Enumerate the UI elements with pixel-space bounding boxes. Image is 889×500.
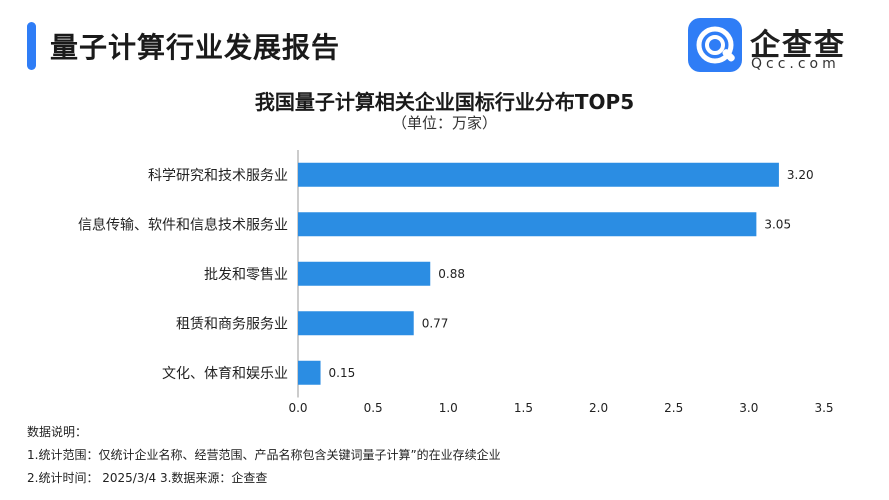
- category-label: 科学研究和技术服务业: [148, 168, 288, 184]
- chart-subtitle: （单位：万家）: [391, 114, 497, 132]
- bar: [298, 311, 414, 336]
- notes-line-2: 2.统计时间： 2025/3/4 3.数据来源：企查查: [27, 471, 268, 485]
- x-tick-label: 1.0: [439, 401, 458, 415]
- title-accent-bar: [27, 22, 36, 70]
- value-label: 0.15: [329, 366, 356, 380]
- value-label: 3.05: [764, 217, 791, 231]
- value-label: 0.88: [438, 267, 465, 281]
- bar: [298, 162, 779, 187]
- bar: [298, 261, 431, 286]
- value-label: 3.20: [787, 168, 814, 182]
- x-tick-label: 0.0: [288, 401, 307, 415]
- category-label: 租赁和商务服务业: [176, 316, 288, 332]
- x-tick-label: 1.5: [514, 401, 533, 415]
- x-tick-label: 2.5: [664, 401, 683, 415]
- x-tick-label: 3.5: [814, 401, 833, 415]
- value-label: 0.77: [422, 316, 449, 330]
- qcc-logo-icon: [688, 18, 742, 72]
- category-label: 批发和零售业: [204, 267, 288, 283]
- page-title: 量子计算行业发展报告: [50, 31, 341, 64]
- x-tick-label: 3.0: [739, 401, 758, 415]
- logo-subtitle: Qcc.com: [751, 56, 840, 72]
- logo-name: 企查查: [750, 28, 846, 63]
- x-tick-label: 2.0: [589, 401, 608, 415]
- notes-heading: 数据说明：: [27, 425, 88, 439]
- x-tick-label: 0.5: [364, 401, 383, 415]
- qcc-logo: 企查查 Qcc.com: [688, 18, 868, 74]
- category-label: 文化、体育和娱乐业: [162, 366, 288, 382]
- category-label: 信息传输、软件和信息技术服务业: [78, 216, 288, 233]
- bar: [298, 360, 321, 385]
- notes-line-1: 1.统计范围：仅统计企业名称、经营范围、产品名称包含关键词量子计算”的在业存续企…: [27, 448, 501, 462]
- chart-title: 我国量子计算相关企业国标行业分布TOP5: [254, 90, 635, 114]
- bar: [298, 212, 757, 237]
